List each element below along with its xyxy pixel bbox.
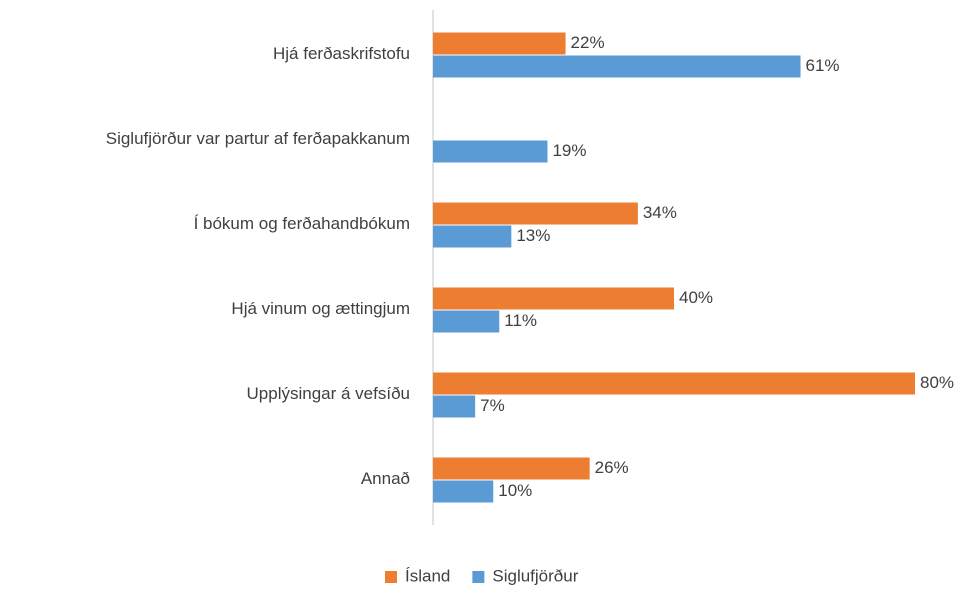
data-label: 10% (498, 481, 532, 500)
data-label: 7% (480, 396, 505, 415)
y-tick-label: Siglufjörður var partur af ferðapakkanum (106, 129, 410, 148)
bar (433, 395, 476, 418)
bar (433, 310, 500, 333)
data-label: 22% (571, 33, 605, 52)
data-label: 19% (552, 141, 586, 160)
bar (433, 457, 590, 480)
data-label: 61% (806, 56, 840, 75)
y-tick-label: Annað (361, 469, 410, 488)
bar (433, 480, 494, 503)
data-label: 26% (595, 458, 629, 477)
bar (433, 32, 566, 55)
legend-label: Ísland (405, 566, 450, 585)
data-label: 34% (643, 203, 677, 222)
legend-swatch (472, 571, 485, 583)
bar (433, 202, 638, 225)
legend-label: Siglufjörður (492, 566, 578, 585)
bar (433, 372, 915, 395)
data-label: 80% (920, 373, 954, 392)
legend-swatch (385, 571, 397, 583)
bar (433, 140, 548, 163)
bar (433, 225, 512, 248)
bar (433, 55, 801, 78)
data-label: 13% (516, 226, 550, 245)
data-label: 40% (679, 288, 713, 307)
y-tick-label: Í bókum og ferðahandbókum (194, 214, 410, 233)
y-tick-label: Hjá vinum og ættingjum (231, 299, 410, 318)
bar (433, 287, 674, 310)
data-label: 11% (504, 311, 537, 330)
y-tick-label: Upplýsingar á vefsíðu (247, 384, 410, 403)
y-tick-label: Hjá ferðaskrifstofu (273, 44, 410, 63)
